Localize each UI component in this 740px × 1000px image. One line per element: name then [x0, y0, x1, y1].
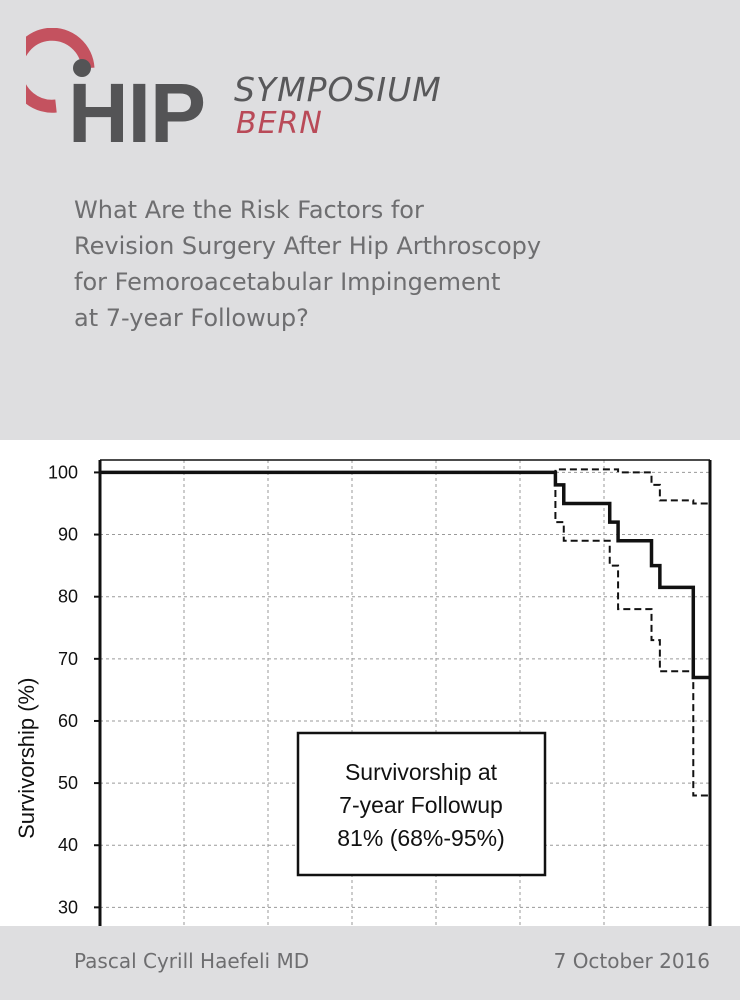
title-line: for Femoroacetabular Impingement: [74, 268, 501, 296]
y-tick-labels: 100 90 80 70 60 50 40 30: [48, 462, 100, 917]
survivorship-chart: 100 90 80 70 60 50 40 30 Survivorship (%) Survi…: [14, 459, 712, 926]
y-tick-label: 100: [48, 462, 78, 482]
y-tick-label: 60: [58, 711, 78, 731]
logo-arc-icon: [26, 28, 95, 113]
y-tick-label: 50: [58, 773, 78, 793]
confidence-bound-line: [100, 468, 711, 560]
y-tick-label: 70: [58, 649, 78, 669]
logo-symposium: SYMPOSIUM: [234, 70, 442, 109]
title-line: What Are the Risk Factors for: [74, 196, 424, 224]
y-tick-label: 90: [58, 525, 78, 545]
chart-frame: [98, 459, 712, 926]
logo-bern: BERN: [236, 106, 323, 141]
survivorship-annotation: Survivorship at 7-year Followup 81% (68%…: [296, 731, 547, 877]
annotation-line: 81% (68%-95%): [337, 825, 504, 851]
y-axis-label: Survivorship (%): [14, 678, 39, 839]
survivorship-line: [100, 470, 710, 680]
annotation-line: 7-year Followup: [339, 792, 503, 818]
y-tick-label: 80: [58, 587, 78, 607]
survivorship-chart-area: 100 90 80 70 60 50 40 30 Survivorship (%) Survi…: [0, 440, 740, 926]
title-line: at 7-year Followup?: [74, 304, 309, 332]
hip-symposium-logo: HIP SYMPOSIUM BERN: [26, 28, 466, 155]
chart-series: [100, 468, 711, 797]
y-tick-label: 30: [58, 897, 78, 917]
annotation-box: [296, 731, 547, 877]
author-name: Pascal Cyrill Haefeli MD: [74, 949, 310, 973]
y-tick-label: 40: [58, 835, 78, 855]
logo-hip-word: HIP: [68, 66, 206, 160]
footer: Pascal Cyrill Haefeli MD 7 October 2016: [0, 926, 740, 1000]
confidence-bound-line: [100, 471, 710, 797]
slide-title: What Are the Risk Factors for Revision S…: [74, 192, 634, 336]
header: HIP SYMPOSIUM BERN What Are the Risk Fac…: [0, 0, 740, 440]
presentation-date: 7 October 2016: [553, 949, 710, 973]
annotation-line: Survivorship at: [345, 759, 498, 785]
title-line: Revision Surgery After Hip Arthroscopy: [74, 232, 542, 260]
